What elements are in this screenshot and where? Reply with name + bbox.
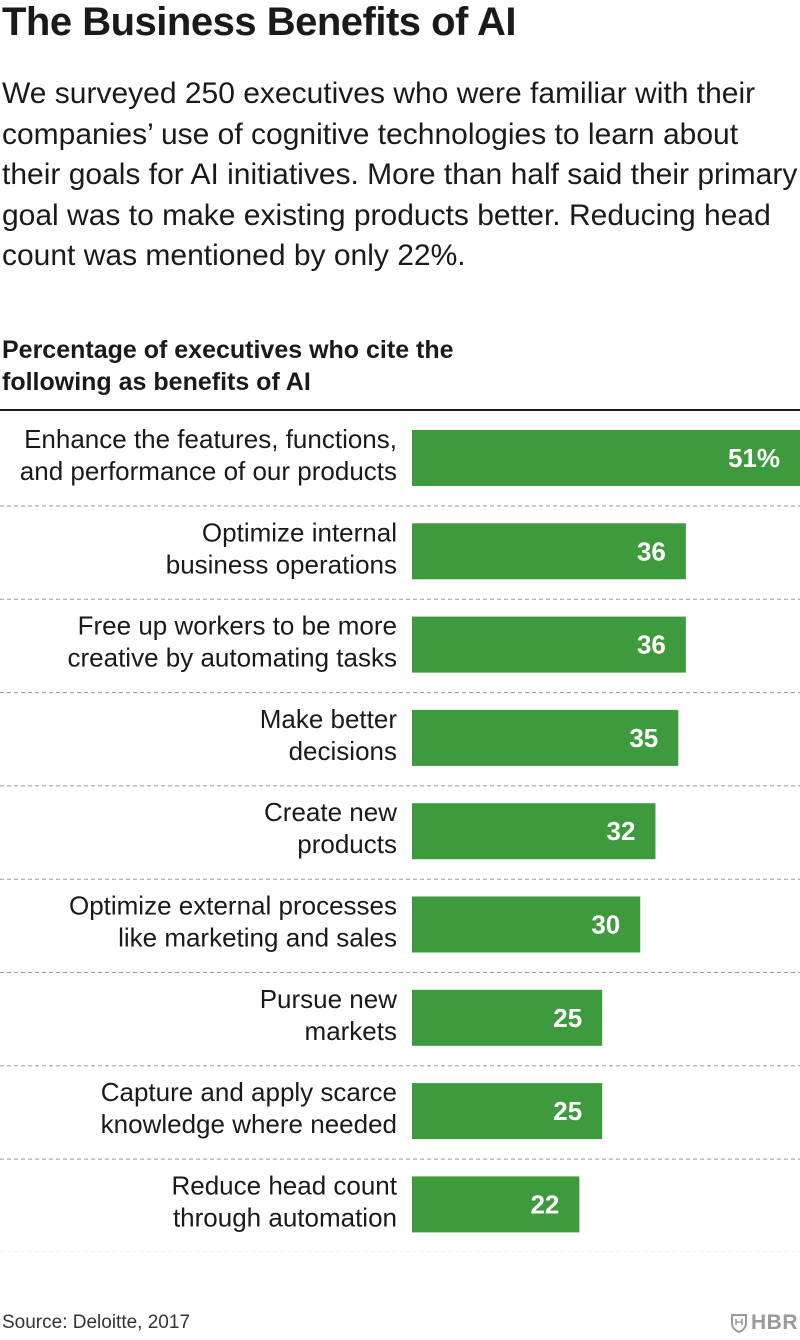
category-label-line: Free up workers to be more [78,611,397,641]
category-label-line: Pursue new [260,984,398,1014]
value-label: 36 [637,630,666,660]
bar-chart: 51% Enhance the features, functions, and p… [0,409,800,1252]
value-label: 25 [553,1003,582,1033]
value-label: 32 [607,816,636,846]
category-label: Optimize internal business operations [166,517,397,579]
page-title: The Business Benefits of AI [2,0,517,44]
category-label: Enhance the features, functions, and perf… [20,424,397,486]
value-label: 36 [637,536,666,566]
bar [412,430,800,486]
category-label: Free up workers to be more creative by au… [68,611,398,673]
category-label: Make better decisions [260,704,398,766]
category-label-line: Capture and apply scarce [101,1077,397,1107]
value-label: 35 [629,723,658,753]
bar [412,989,603,1046]
value-label: 51% [728,443,780,473]
bar [412,896,641,953]
category-label-line: and performance of our products [20,456,397,486]
category-label-line: products [297,829,397,859]
category-label-line: through automation [173,1202,397,1232]
chart-title: Percentage of executives who cite the fo… [2,336,454,396]
category-label-line: Create new [264,797,397,827]
category-label-line: creative by automating tasks [68,643,398,673]
bar [412,1083,603,1140]
bar [412,803,656,860]
value-label: 22 [530,1189,559,1219]
intro-paragraph: We surveyed 250 executives who were fami… [2,77,798,272]
category-label-line: knowledge where needed [101,1109,397,1139]
value-label: 30 [591,910,620,940]
category-label-line: Optimize internal [202,517,397,547]
category-label: Reduce head count through automation [171,1170,397,1232]
hbr-logo-text: HBR [751,1311,798,1334]
bar [412,709,679,766]
value-label: 25 [553,1096,582,1126]
category-label-line: like marketing and sales [118,923,397,953]
category-label-line: Optimize external processes [69,891,397,921]
category-label: Create new products [264,797,397,859]
category-label: Capture and apply scarce knowledge where … [101,1077,397,1139]
source-note: Source: Deloitte, 2017 [2,1312,191,1333]
category-label-line: business operations [166,549,397,579]
category-label-line: decisions [289,736,397,766]
category-label: Optimize external processes like marketin… [69,891,397,953]
category-label-line: Enhance the features, functions, [24,424,397,454]
bar [412,523,686,580]
category-label: Pursue new markets [260,984,398,1046]
category-label-line: Make better [260,704,398,734]
hbr-shield-icon [731,1313,747,1333]
category-label-line: Reduce head count [171,1170,397,1200]
category-label-line: markets [305,1016,397,1046]
bar [412,616,686,673]
bar [412,1176,580,1233]
hbr-brand: HBR [731,1311,798,1335]
